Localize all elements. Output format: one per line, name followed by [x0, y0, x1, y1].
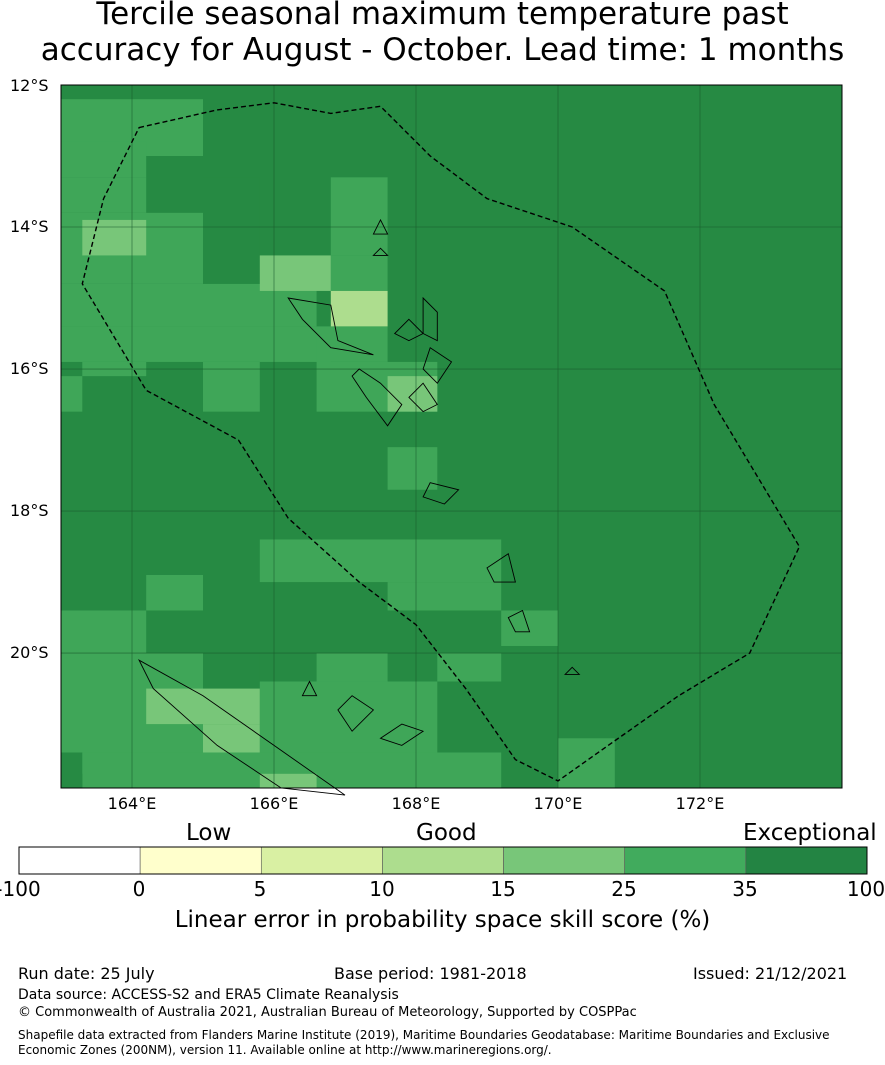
colorbar-tick-100: 100 — [846, 877, 885, 901]
colorbar-tick-35: 35 — [732, 877, 758, 901]
colorbar-segment — [18, 846, 141, 875]
skill-cell — [437, 653, 502, 682]
eez-boundary — [81, 102, 801, 782]
skill-cell — [316, 653, 388, 682]
lon-label-170e: 170°E — [533, 794, 583, 813]
colorbar-segment — [503, 846, 626, 875]
island-coastline — [422, 346, 453, 384]
skill-cell — [82, 219, 147, 256]
colorbar-label: Linear error in probability space skill … — [174, 907, 711, 933]
skill-cell — [387, 447, 438, 490]
colorbar-tick-25: 25 — [611, 877, 637, 901]
shapefile-credit-line-2: Economic Zones (200NM), version 11. Avai… — [18, 1043, 552, 1057]
map-frame — [60, 84, 843, 789]
island-coastline — [507, 609, 531, 633]
quality-label-low: Low — [186, 820, 232, 846]
title-line-2: accuracy for August - October. Lead time… — [40, 32, 845, 68]
colorbar-segment — [745, 846, 868, 875]
island-coastline — [379, 723, 425, 746]
copyright: © Commonwealth of Australia 2021, Austra… — [18, 1005, 637, 1020]
skill-cell — [146, 574, 203, 611]
skill-cell — [259, 539, 502, 583]
colorbar-segment — [139, 846, 262, 875]
lon-label-172e: 172°E — [675, 794, 725, 813]
eez-dashed-line — [81, 102, 801, 782]
chart-title: Tercile seasonal maximum temperature pas… — [0, 0, 885, 68]
island-coastline — [372, 218, 389, 235]
island-coastline — [408, 382, 438, 413]
colorbar-tick-10: 10 — [369, 877, 395, 901]
colorbar-segment — [382, 846, 504, 875]
issued-date: Issued: 21/12/2021 — [693, 964, 848, 983]
skill-cell — [558, 738, 615, 788]
island-coastline — [564, 666, 581, 675]
coastlines — [138, 218, 581, 796]
shapefile-credit-line-1: Shapefile data extracted from Flanders M… — [18, 1028, 830, 1042]
skill-cell — [146, 688, 260, 725]
lat-label-20s: 20°S — [10, 643, 49, 662]
colorbar-tick-15: 15 — [490, 877, 516, 901]
colorbar-segment — [624, 846, 747, 875]
skill-cell — [330, 177, 388, 256]
skill-cell — [387, 582, 502, 611]
title-line-1: Tercile seasonal maximum temperature pas… — [96, 0, 789, 32]
island-coastline — [351, 368, 403, 427]
island-coastline — [287, 297, 374, 356]
island-coastline — [138, 659, 346, 796]
skill-cell — [61, 376, 83, 412]
skill-cell — [203, 653, 260, 682]
skill-cell — [330, 290, 388, 327]
skill-cell — [259, 681, 438, 753]
data-source: Data source: ACCESS-S2 and ERA5 Climate … — [18, 987, 399, 1003]
skill-map — [60, 84, 843, 796]
skill-cell — [316, 326, 388, 362]
colorbar — [18, 846, 868, 875]
colorbar-frame — [18, 846, 868, 875]
island-coastline — [486, 552, 516, 583]
colorbar-tick-5: 5 — [253, 877, 267, 901]
skill-cell — [61, 177, 147, 213]
island-coastline — [422, 296, 438, 342]
skill-cell — [330, 255, 388, 291]
skill-cells — [61, 85, 842, 788]
skill-cell — [203, 177, 260, 284]
skill-cell — [259, 255, 331, 291]
island-coastline — [422, 482, 460, 505]
island-coastline — [393, 318, 424, 342]
colorbar-tick-0: 0 — [132, 877, 146, 901]
run-date: Run date: 25 July — [18, 964, 155, 983]
skill-cell — [203, 361, 260, 412]
lon-label-168e: 168°E — [391, 794, 441, 813]
base-period: Base period: 1981-2018 — [334, 964, 527, 983]
island-coastline — [301, 680, 318, 697]
skill-cell — [501, 610, 558, 646]
lon-label-166e: 166°E — [249, 794, 299, 813]
lat-label-18s: 18°S — [10, 501, 49, 520]
quality-label-good: Good — [416, 820, 477, 846]
lat-label-12s: 12°S — [10, 76, 49, 95]
skill-cell — [61, 141, 147, 178]
island-coastline — [372, 247, 389, 256]
skill-cell — [259, 773, 317, 788]
quality-label-exceptional: Exceptional — [743, 820, 877, 846]
skill-cell — [61, 326, 331, 362]
lon-label-164e: 164°E — [107, 794, 157, 813]
skill-cell — [61, 773, 83, 788]
colorbar-segment — [260, 846, 383, 875]
lat-label-14s: 14°S — [10, 217, 49, 236]
island-coastline — [337, 695, 375, 732]
lat-label-16s: 16°S — [10, 359, 49, 378]
colorbar-tick-minus100: -100 — [0, 877, 41, 901]
